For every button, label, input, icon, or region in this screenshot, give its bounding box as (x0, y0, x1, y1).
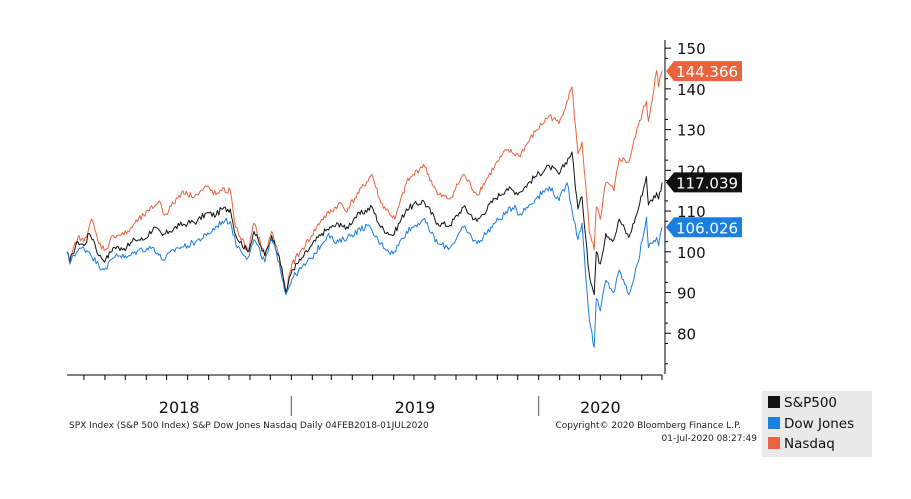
last-value-tag-text: 144.366 (676, 63, 738, 81)
y-tick-label-140: 140 (677, 81, 706, 99)
last-value-tag-text: 106.026 (676, 219, 738, 237)
y-tick-label-100: 100 (677, 244, 706, 262)
legend-swatch-nasdaq (768, 437, 780, 449)
y-tick-label-80: 80 (677, 325, 696, 343)
legend-swatch-sp500 (768, 396, 780, 408)
x-year-label-2018: 2018 (159, 398, 200, 417)
legend-item-sp500: S&P500 (768, 394, 837, 412)
y-tick-label-90: 90 (677, 285, 696, 303)
legend-item-nasdaq: Nasdaq (768, 435, 835, 453)
series-line-nasdaq (66, 70, 663, 293)
value-tags: 144.366 117.039 106.026 (666, 61, 742, 238)
legend-label-sp500: S&P500 (784, 395, 838, 411)
copyright-text: Copyright© 2020 Bloomberg Finance L.P. (555, 421, 741, 431)
x-year-label-2020: 2020 (580, 398, 621, 417)
source-caption: SPX Index (S&P 500 Index) S&P Dow Jones … (69, 421, 429, 431)
legend-label-nasdaq: Nasdaq (784, 436, 835, 452)
last-value-tag-s-p500: 117.039 (666, 172, 742, 193)
y-tick-label-130: 130 (677, 122, 706, 140)
series-line-dow-jones (66, 182, 663, 348)
x-year-label-2019: 2019 (395, 398, 436, 417)
legend-item-dow-jones: Dow Jones (768, 415, 854, 433)
legend-swatch-dow-jones (768, 417, 780, 429)
series-line-s-p500 (66, 151, 663, 296)
y-tick-label-110: 110 (677, 203, 706, 221)
legend-label-dow-jones: Dow Jones (784, 416, 855, 432)
last-value-tag-text: 117.039 (676, 174, 738, 192)
last-value-tag-dow-jones: 106.026 (666, 217, 742, 238)
last-value-tag-bg (666, 217, 742, 238)
chart-legend: S&P500 Dow Jones Nasdaq (762, 391, 872, 457)
y-tick-label-150: 150 (677, 40, 706, 58)
series-layer (66, 70, 663, 348)
last-value-tag-bg (666, 61, 742, 82)
timestamp-text: 01-Jul-2020 08:27:49 (661, 434, 758, 444)
last-value-tag-nasdaq: 144.366 (666, 61, 742, 82)
last-value-tag-bg (666, 172, 742, 193)
